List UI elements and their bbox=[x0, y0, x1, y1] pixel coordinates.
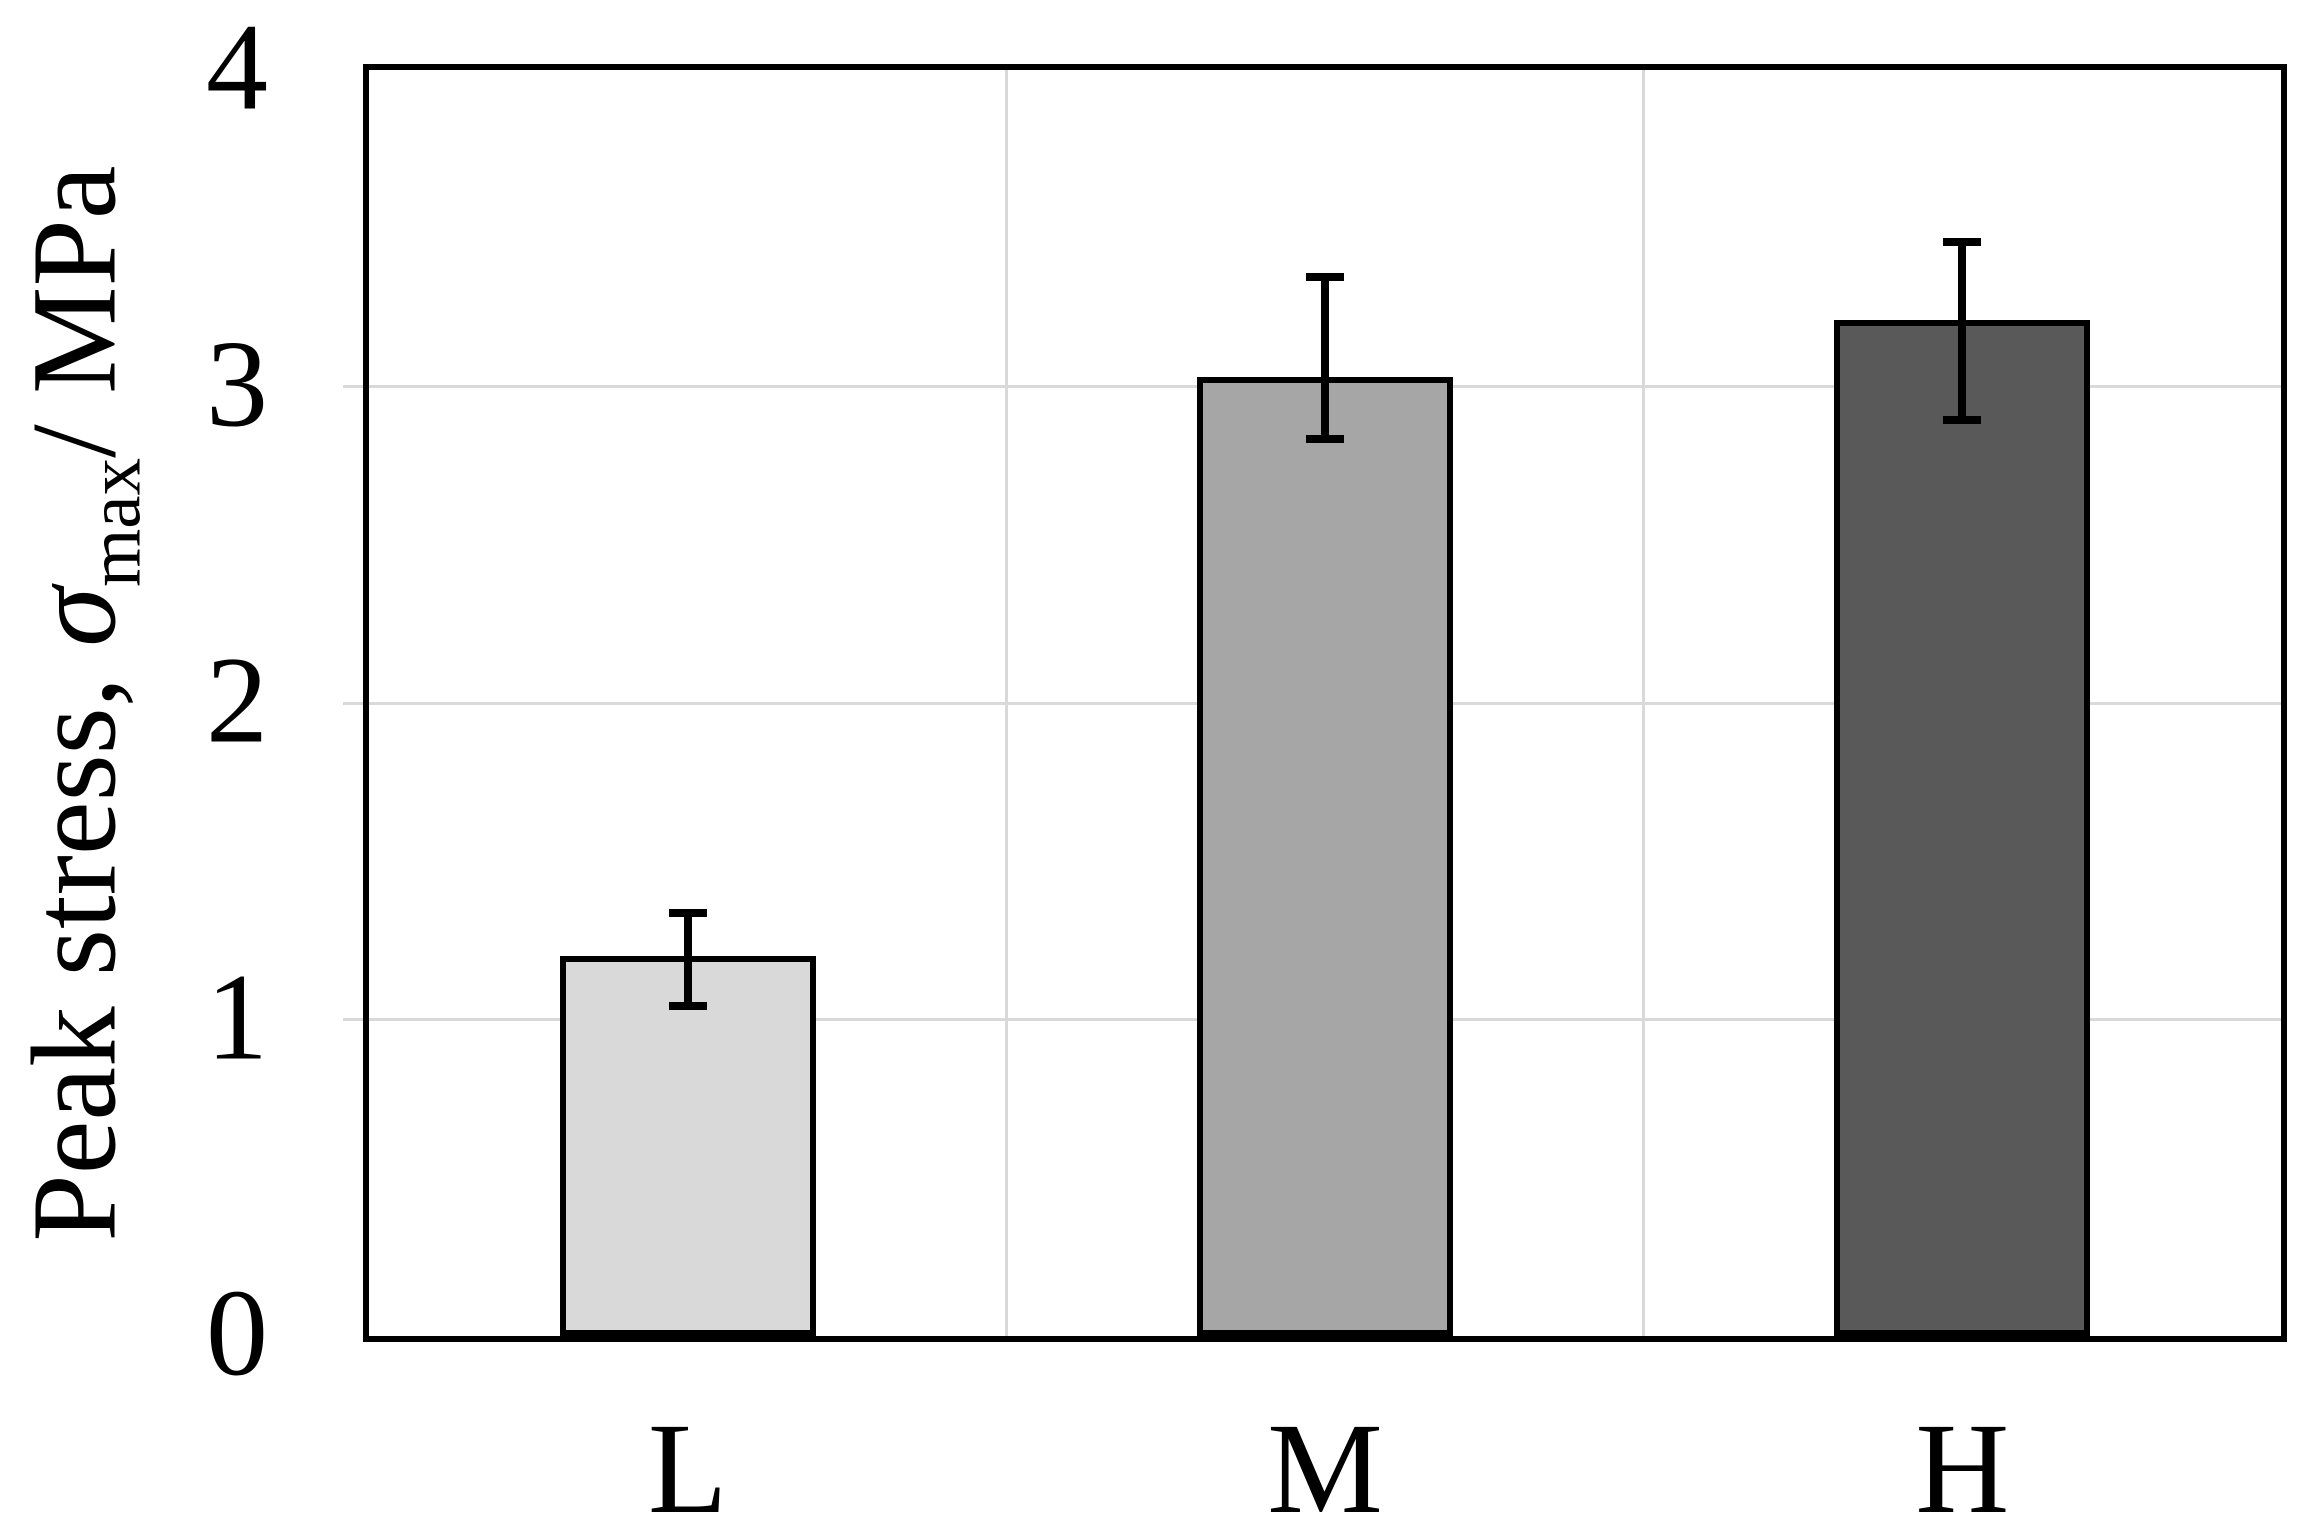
y-tick-label-4: 4 bbox=[206, 0, 268, 136]
error-bar-upper-cap-H bbox=[1943, 237, 1982, 246]
y-tick-label-0: 0 bbox=[206, 1264, 268, 1402]
error-bar-upper-cap-M bbox=[1306, 272, 1344, 281]
vertical-gridline bbox=[1642, 70, 1646, 1336]
x-category-label-M: M bbox=[1267, 1397, 1383, 1518]
y-axis-tick-mark bbox=[343, 385, 363, 388]
y-tick-label-1: 1 bbox=[206, 948, 268, 1086]
x-category-label-H: H bbox=[1915, 1397, 2010, 1518]
vertical-gridline bbox=[1004, 70, 1008, 1336]
y-tick-label-3: 3 bbox=[206, 315, 268, 453]
error-bar-lower-cap-H bbox=[1943, 416, 1982, 425]
error-bar-line-H bbox=[1958, 237, 1967, 425]
y-axis-tick-mark bbox=[343, 1018, 363, 1021]
bar-M bbox=[1197, 377, 1453, 1336]
bar-H bbox=[1834, 320, 2091, 1336]
plot-area bbox=[363, 64, 2287, 1342]
error-bar-upper-cap-L bbox=[668, 908, 707, 917]
x-category-label-L: L bbox=[647, 1397, 728, 1518]
bar-L bbox=[559, 956, 816, 1336]
error-bar-line-L bbox=[683, 908, 692, 1010]
error-bar-line-M bbox=[1321, 272, 1329, 444]
y-tick-label-2: 2 bbox=[206, 631, 268, 769]
y-axis-tick-mark bbox=[343, 701, 363, 705]
error-bar-lower-cap-L bbox=[668, 1002, 707, 1010]
error-bar-lower-cap-M bbox=[1306, 435, 1344, 444]
y-axis-title-subscript: max bbox=[73, 457, 157, 588]
